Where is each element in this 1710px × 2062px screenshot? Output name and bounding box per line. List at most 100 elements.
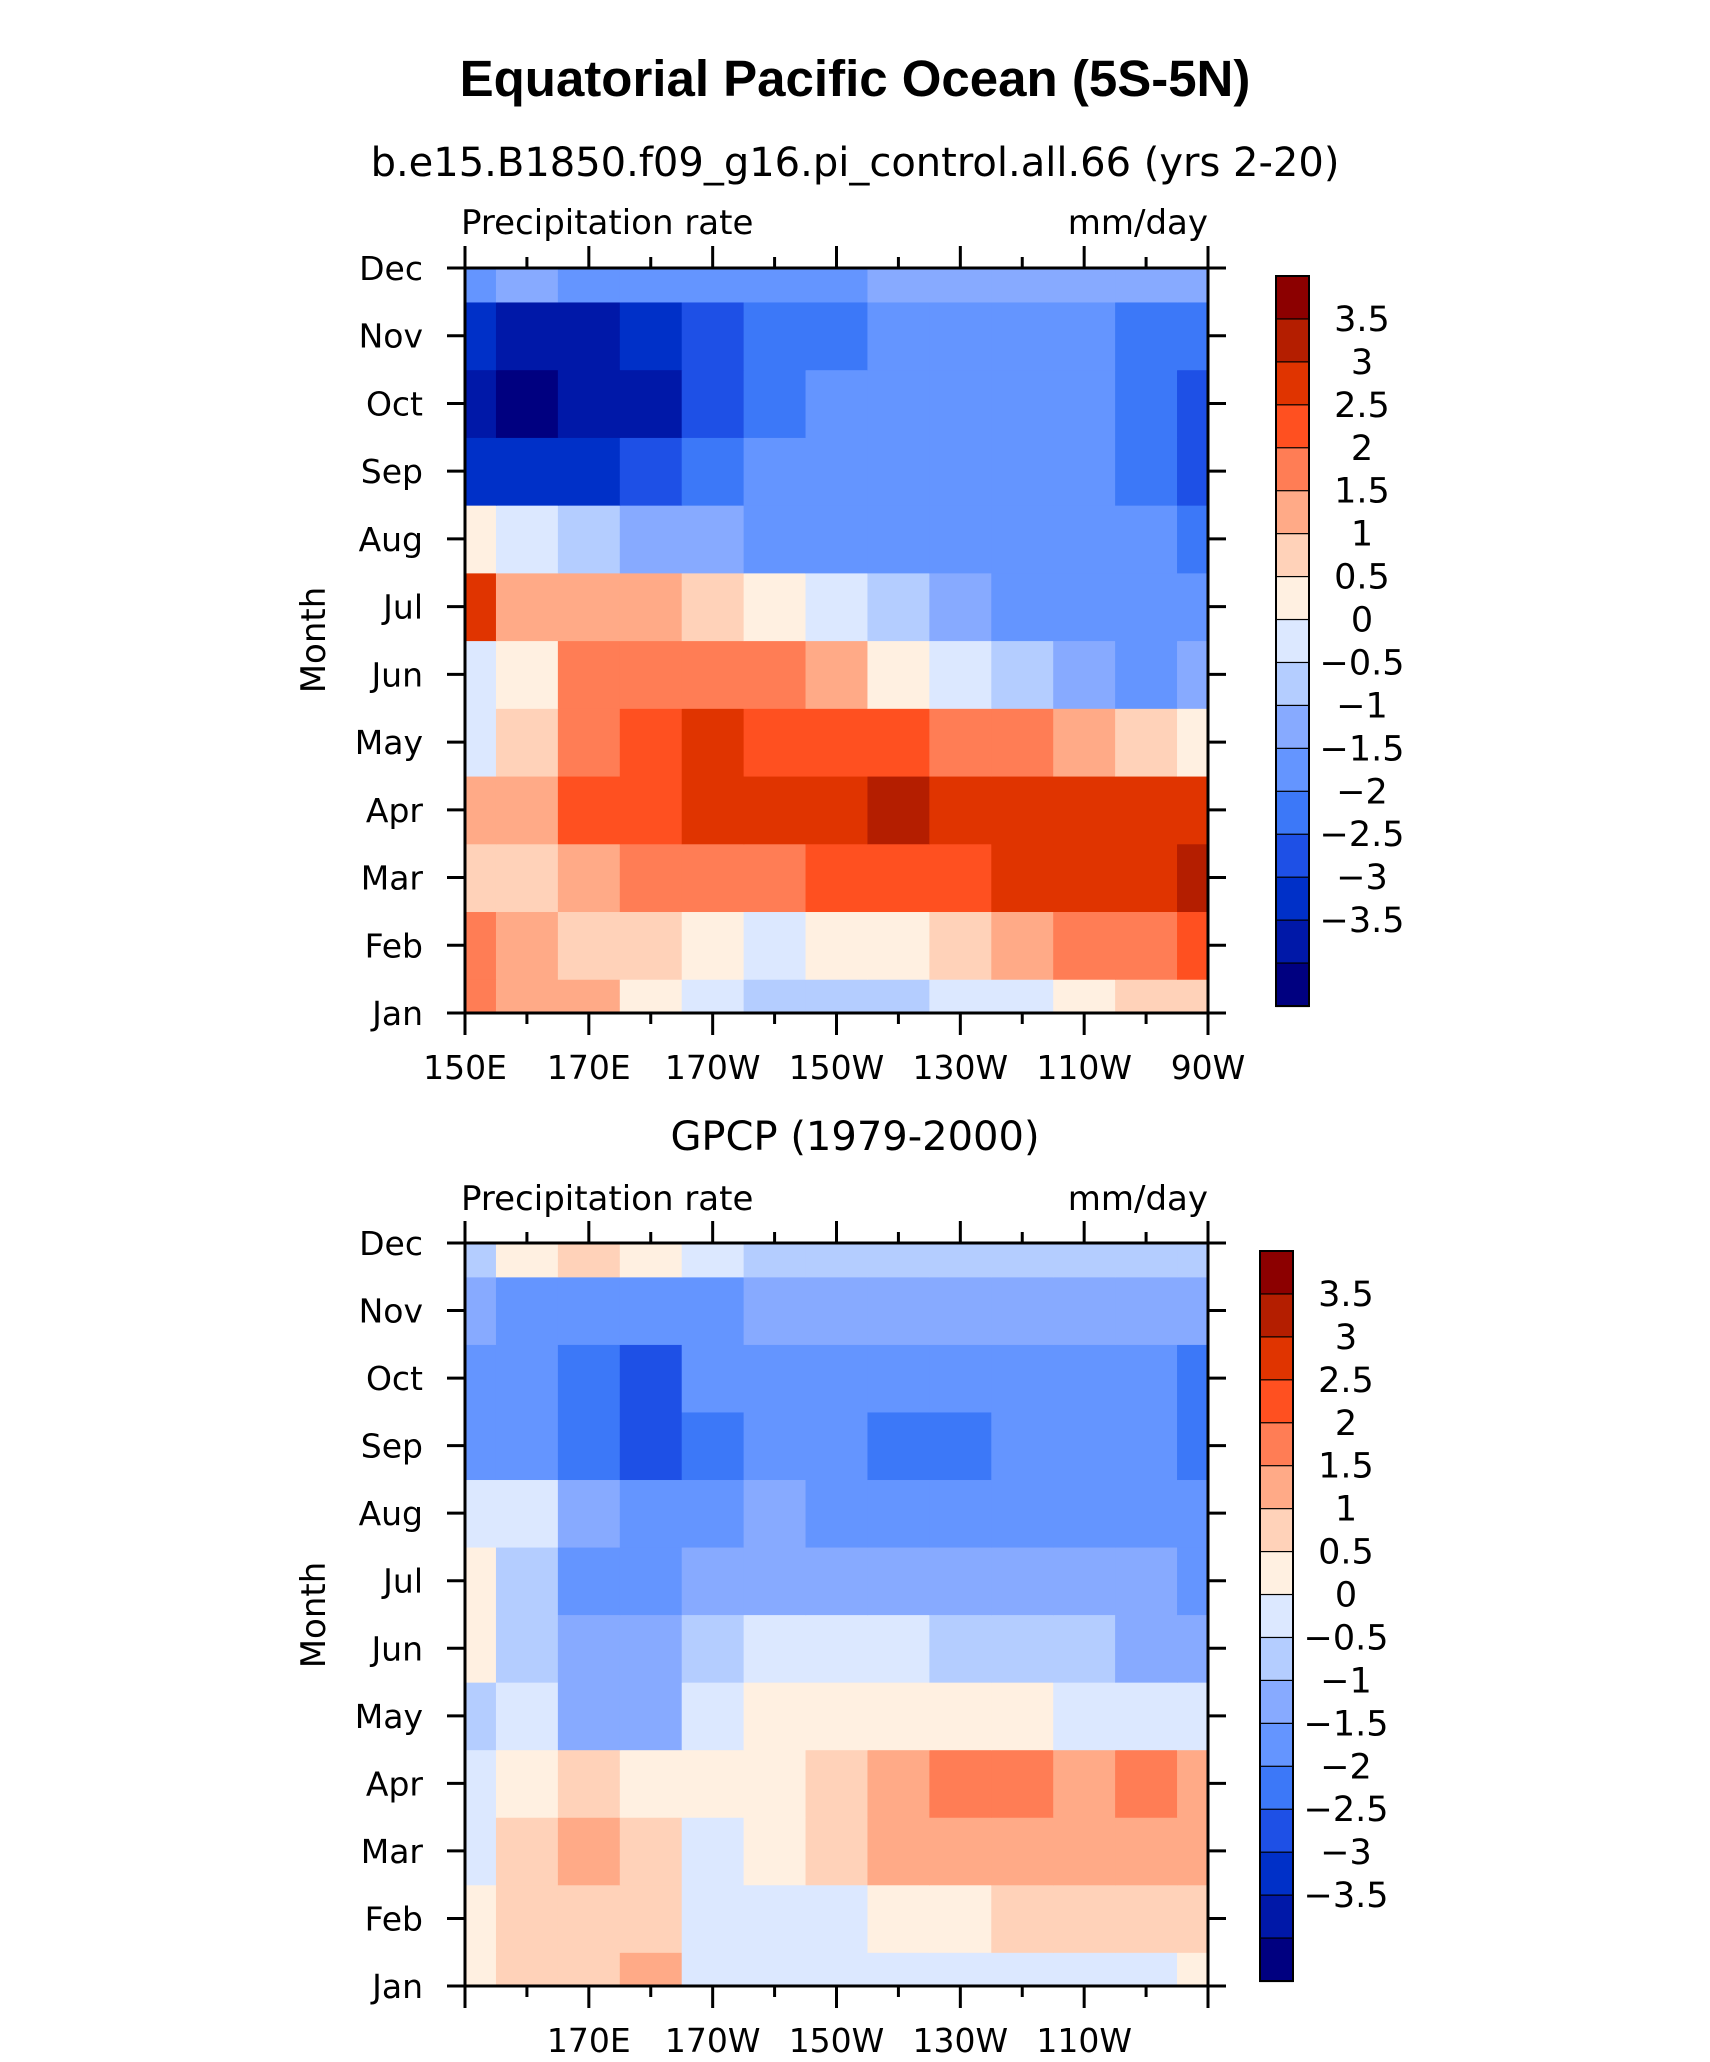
heatmap-cell [991, 911, 1054, 980]
heatmap-cell [991, 437, 1054, 506]
heatmap-cell [1053, 369, 1116, 438]
x-tick-label: 170E [547, 1048, 631, 1087]
heatmap-cell [495, 775, 559, 845]
heatmap-cell [929, 640, 992, 709]
y-tick-label: Apr [366, 1764, 424, 1803]
heatmap-cell [743, 911, 807, 980]
heatmap-cell [991, 1243, 1054, 1278]
heatmap-cell [465, 437, 497, 506]
x-tick-label: 110W [1036, 1048, 1132, 1087]
heatmap-cell [991, 505, 1054, 574]
colorbar-label: 1 [1351, 515, 1373, 555]
heatmap-cell [619, 1479, 683, 1548]
heatmap-cell [929, 708, 992, 777]
heatmap-cell [681, 505, 745, 574]
colorbar-swatch [1275, 833, 1310, 879]
heatmap-cell [867, 437, 930, 506]
heatmap-cell [867, 1276, 930, 1345]
heatmap-cell [681, 1817, 745, 1886]
colorbar-label: 1 [1335, 1490, 1357, 1530]
heatmap-cell [1177, 911, 1209, 980]
heatmap-cell [867, 505, 930, 574]
heatmap-cell [557, 1749, 621, 1818]
heatmap-cell [681, 1749, 745, 1818]
heatmap-cell [805, 1817, 869, 1886]
panel-2-month-ticks: Jan Feb Mar Apr May Jun Jul Aug Sep Oct Nov Dec [355, 1224, 1226, 2006]
colorbar-swatch [1275, 962, 1310, 1008]
heatmap-cell [495, 268, 559, 303]
heatmap-cell [929, 1749, 992, 1818]
heatmap-cell [867, 1411, 930, 1481]
colorbar-label: −0.5 [1320, 643, 1405, 683]
heatmap-cell [495, 437, 559, 506]
heatmap-cell [991, 301, 1054, 371]
heatmap-cell [743, 1276, 807, 1345]
heatmap-cell [1115, 1344, 1178, 1413]
heatmap-cell [929, 911, 992, 980]
y-tick-label: Jan [370, 994, 423, 1033]
y-tick-label: Nov [359, 1292, 423, 1331]
heatmap-cell [1115, 1884, 1178, 1953]
heatmap-cell [557, 1546, 621, 1616]
heatmap-cell [991, 1749, 1054, 1818]
panel-2-heatmap [465, 1243, 1209, 1987]
colorbar-swatch [1259, 1851, 1294, 1897]
heatmap-cell [619, 1749, 683, 1818]
x-tick-label: 170E [547, 2021, 631, 2060]
heatmap-cell [1115, 369, 1178, 438]
x-tick-label: 170W [665, 2021, 761, 2060]
heatmap-cell [1053, 1243, 1116, 1278]
heatmap-cell [805, 1479, 869, 1548]
heatmap-cell [991, 775, 1054, 845]
colorbar-label: 3 [1351, 343, 1373, 383]
heatmap-cell [557, 1952, 621, 1987]
colorbar-swatch [1259, 1894, 1294, 1940]
heatmap-cell [867, 1952, 930, 1987]
heatmap-cell [1177, 1682, 1209, 1751]
heatmap-cell [619, 1952, 683, 1987]
heatmap-cell [465, 1276, 497, 1345]
heatmap-cell [1115, 505, 1178, 574]
colorbar-swatch [1275, 661, 1310, 707]
heatmap-cell [1053, 1682, 1116, 1751]
heatmap-cell [681, 1682, 745, 1751]
heatmap-cell [1177, 1952, 1209, 1987]
colorbar-label: 3.5 [1334, 300, 1390, 340]
heatmap-cell [681, 369, 745, 438]
panel-2-longitude-ticks: 170E 170W 150W 130W 110W [463, 1221, 1210, 2060]
heatmap-cell [805, 775, 869, 845]
heatmap-cell [743, 1243, 807, 1278]
heatmap-cell [1053, 1817, 1116, 1886]
colorbar-label: 2.5 [1318, 1361, 1374, 1401]
heatmap-cell [805, 1749, 869, 1818]
heatmap-cell [1053, 911, 1116, 980]
x-tick-label: 150E [423, 1048, 507, 1087]
heatmap-cell [557, 1344, 621, 1413]
heatmap-cell [1053, 979, 1116, 1014]
heatmap-cell [991, 1546, 1054, 1616]
heatmap-cell [619, 1243, 683, 1278]
heatmap-cell [929, 1411, 992, 1481]
heatmap-cell [619, 369, 683, 438]
heatmap-cell [743, 369, 807, 438]
heatmap-cell [929, 775, 992, 845]
heatmap-cell [867, 268, 930, 303]
heatmap-cell [867, 572, 930, 642]
heatmap-cell [619, 1411, 683, 1481]
heatmap-cell [557, 911, 621, 980]
heatmap-cell [619, 1276, 683, 1345]
heatmap-cell [495, 1243, 559, 1278]
heatmap-cell [681, 572, 745, 642]
heatmap-cell [495, 911, 559, 980]
colorbar-swatch [1259, 1508, 1294, 1553]
heatmap-cell [991, 268, 1054, 303]
heatmap-cell [681, 640, 745, 709]
panel-2-colorbar: 3.532.521.510.50−0.5−1−1.5−2−2.5−3−3.5 [1259, 1250, 1389, 1983]
x-tick-label: 110W [1036, 2021, 1132, 2060]
y-tick-label: May [355, 723, 423, 762]
x-tick-label: 150W [789, 1048, 885, 1087]
heatmap-cell [1115, 1682, 1178, 1751]
heatmap-cell [805, 708, 869, 777]
heatmap-cell [805, 640, 869, 709]
